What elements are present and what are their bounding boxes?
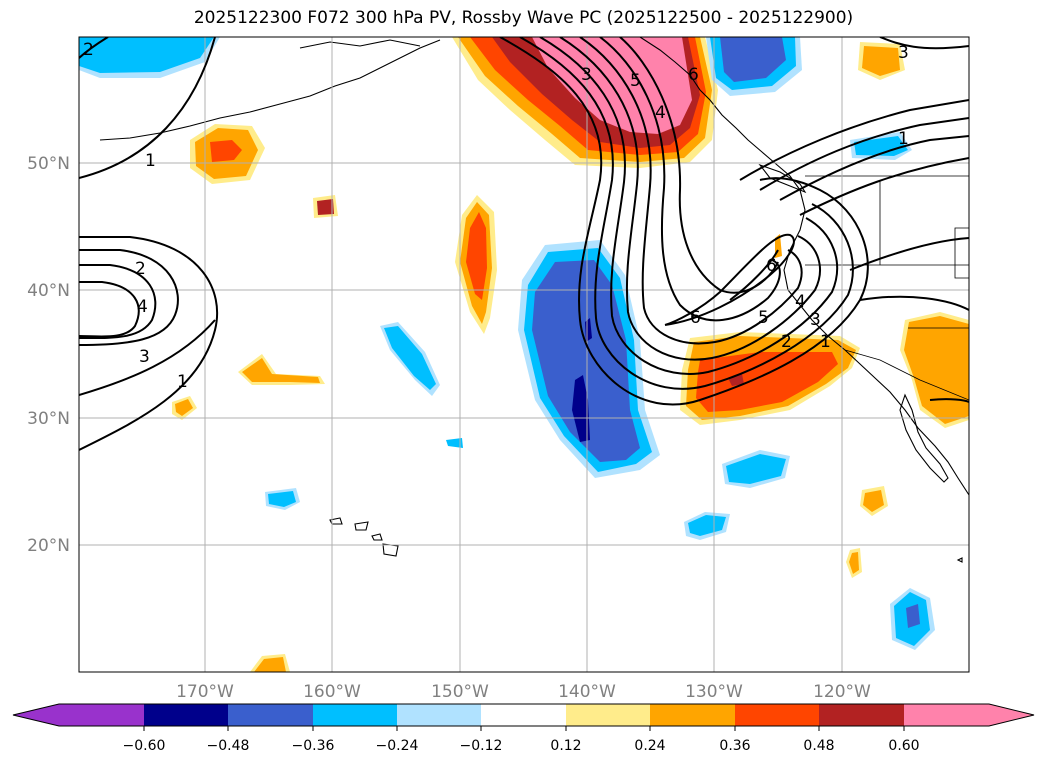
contour-label: 4 bbox=[137, 297, 148, 317]
colorbar-bin bbox=[228, 704, 313, 726]
contour-label: 3 bbox=[898, 43, 909, 63]
colorbar-outline bbox=[12, 703, 1035, 727]
contour-label: 6 bbox=[766, 256, 777, 276]
chart-title: 2025122300 F072 300 hPa PV, Rossby Wave … bbox=[193, 8, 854, 28]
colorbar-bin bbox=[566, 704, 650, 726]
contour-label: 1 bbox=[820, 332, 831, 352]
lon-tick-label: 170°W bbox=[176, 682, 234, 702]
longitude-labels: 170°W 160°W 150°W 140°W 130°W 120°W bbox=[176, 682, 871, 702]
colorbar-bin bbox=[59, 704, 144, 726]
contour-label: 6 bbox=[690, 308, 701, 328]
lon-tick-label: 140°W bbox=[558, 682, 616, 702]
colorbar-tick-label: −0.36 bbox=[292, 738, 335, 754]
contour-label: 2 bbox=[781, 332, 792, 352]
lat-tick-label: 30°N bbox=[27, 409, 70, 429]
lon-tick-label: 120°W bbox=[813, 682, 871, 702]
colorbar: −0.60 −0.48 −0.36 −0.24 −0.12 0.12 0.24 … bbox=[12, 703, 1035, 754]
colorbar-tick-label: −0.12 bbox=[460, 738, 503, 754]
contour-label: 1 bbox=[898, 129, 909, 149]
colorbar-bin bbox=[397, 704, 481, 726]
colorbar-tick-label: 0.36 bbox=[719, 738, 750, 754]
contour-label: 3 bbox=[139, 347, 150, 367]
colorbar-tick-label: −0.60 bbox=[123, 738, 166, 754]
colorbar-tick-label: 0.48 bbox=[803, 738, 834, 754]
contour-label: 6 bbox=[688, 65, 699, 85]
colorbar-tick-label: 0.12 bbox=[550, 738, 581, 754]
contour-label: 5 bbox=[758, 308, 769, 328]
colorbar-tick-label: 0.24 bbox=[634, 738, 665, 754]
lat-tick-label: 40°N bbox=[27, 281, 70, 301]
lat-tick-label: 50°N bbox=[27, 154, 70, 174]
political-borders bbox=[805, 175, 969, 401]
colorbar-bin bbox=[481, 704, 566, 726]
contour-label: 3 bbox=[581, 65, 592, 85]
colorbar-bin bbox=[313, 704, 397, 726]
colorbar-bin bbox=[904, 704, 989, 726]
colorbar-extend-max bbox=[989, 704, 1034, 726]
contour-label: 5 bbox=[630, 71, 641, 91]
lon-tick-label: 130°W bbox=[685, 682, 743, 702]
lon-tick-label: 150°W bbox=[431, 682, 489, 702]
contour-label: 3 bbox=[810, 310, 821, 330]
latitude-labels: 50°N 40°N 30°N 20°N bbox=[27, 154, 70, 556]
colorbar-bin bbox=[144, 704, 228, 726]
lat-tick-label: 20°N bbox=[27, 536, 70, 556]
colorbar-tick-label: −0.24 bbox=[376, 738, 419, 754]
colorbar-bin bbox=[819, 704, 904, 726]
contour-label: 1 bbox=[177, 372, 188, 392]
pc-contours bbox=[79, 37, 969, 451]
lon-tick-label: 160°W bbox=[303, 682, 361, 702]
map-frame bbox=[78, 36, 970, 673]
contour-label: 2 bbox=[135, 259, 146, 279]
gridlines bbox=[79, 37, 969, 672]
contour-label: 4 bbox=[655, 103, 666, 123]
colorbar-extend-min bbox=[13, 704, 59, 726]
colorbar-tick-label: −0.48 bbox=[207, 738, 250, 754]
contour-label: 1 bbox=[145, 151, 156, 171]
colorbar-tick-label: 0.60 bbox=[888, 738, 919, 754]
map-content: 2 1 2 4 3 1 3 5 4 6 1 6 6 5 4 3 2 1 3 bbox=[79, 37, 969, 672]
colorbar-bin bbox=[735, 704, 819, 726]
contour-label: 4 bbox=[795, 292, 806, 312]
contour-label: 2 bbox=[83, 40, 94, 60]
colorbar-bin bbox=[650, 704, 735, 726]
contour-labels: 2 1 2 4 3 1 3 5 4 6 1 6 6 5 4 3 2 1 3 bbox=[83, 40, 909, 392]
